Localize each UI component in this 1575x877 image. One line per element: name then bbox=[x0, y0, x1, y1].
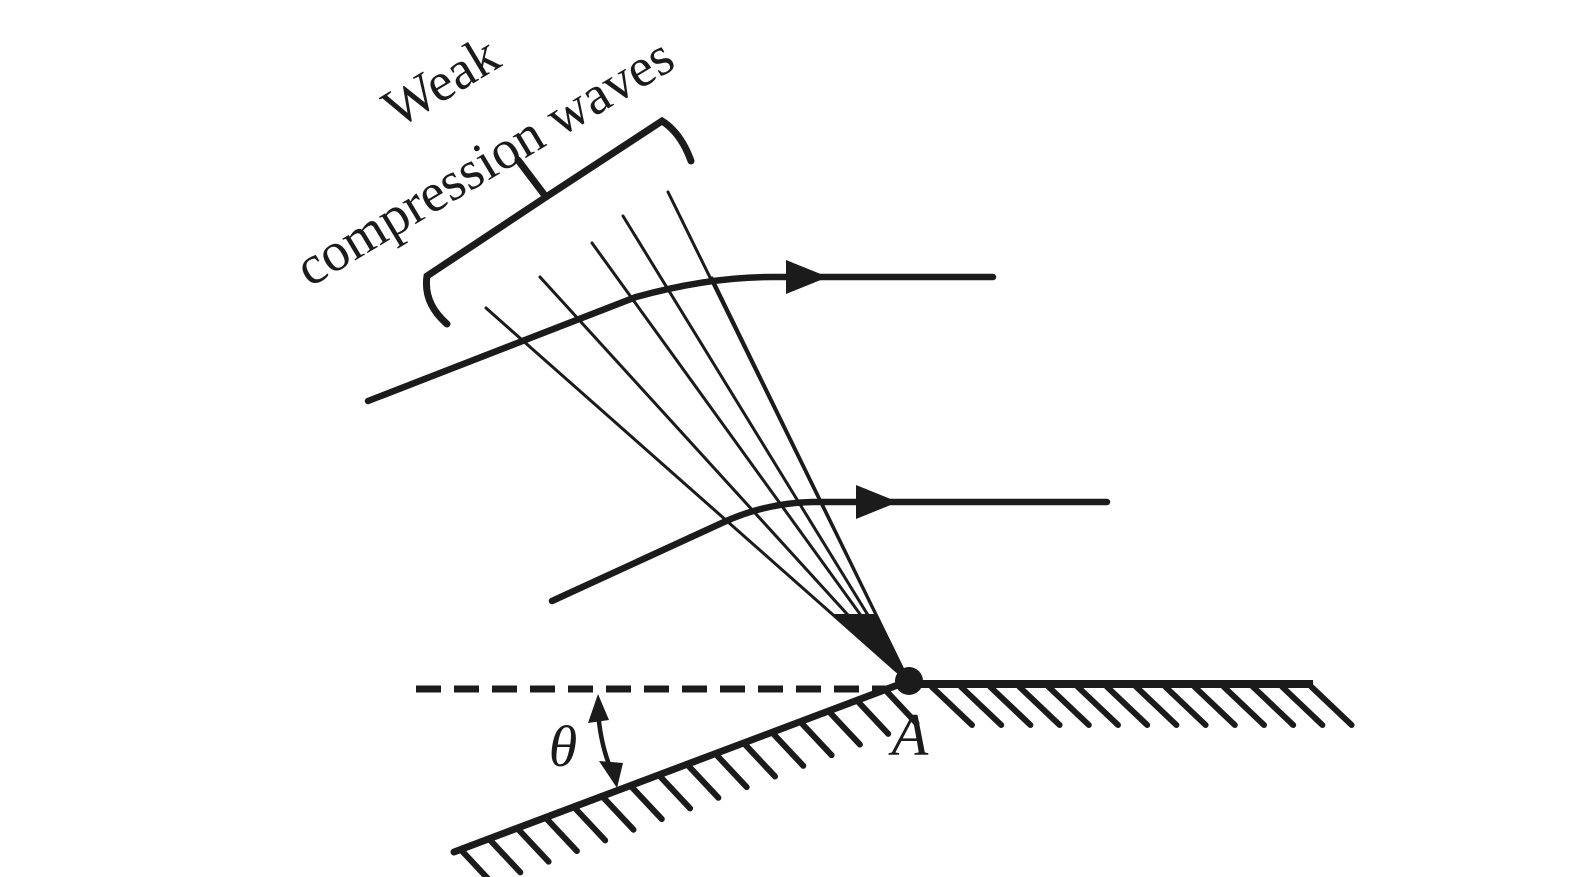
hatch-mark bbox=[883, 688, 920, 727]
hatch-mark bbox=[770, 730, 807, 769]
brace-middle-tick bbox=[514, 156, 550, 201]
hatch-mark bbox=[1104, 684, 1151, 728]
angle-arrowhead-up bbox=[588, 694, 609, 723]
hatch-mark bbox=[1162, 684, 1209, 728]
hatch-mark bbox=[742, 741, 778, 780]
lower-streamline bbox=[548, 485, 1111, 605]
hatch-mark bbox=[487, 837, 524, 876]
hatch-mark bbox=[958, 684, 1005, 728]
hatch-mark bbox=[929, 684, 975, 728]
compression-wave-line bbox=[621, 214, 911, 684]
angle-marker: θ bbox=[549, 694, 623, 788]
compression-wave-fan bbox=[484, 190, 911, 684]
hatch-mark bbox=[628, 784, 665, 823]
upper-streamline bbox=[364, 260, 997, 405]
hatch-mark bbox=[1191, 684, 1238, 728]
hatch-mark bbox=[1308, 684, 1355, 728]
wave-coalescence-wedge bbox=[832, 614, 909, 682]
hatch-mark bbox=[855, 698, 892, 737]
ramp-hatching bbox=[459, 688, 920, 877]
corner-point-dot bbox=[895, 667, 923, 695]
hatch-mark bbox=[1016, 684, 1063, 728]
hatch-mark bbox=[826, 709, 863, 748]
hatch-mark bbox=[1250, 684, 1297, 728]
corner-point-label: A bbox=[888, 702, 929, 768]
upper-streamline-arrowhead bbox=[786, 260, 828, 294]
hatch-mark bbox=[600, 794, 637, 833]
hatch-mark bbox=[543, 816, 580, 855]
hatch-mark bbox=[515, 826, 552, 865]
hatch-mark bbox=[685, 762, 722, 801]
hatch-mark bbox=[1045, 684, 1092, 728]
compression-wave-line bbox=[590, 241, 911, 684]
hatch-mark bbox=[798, 720, 835, 759]
horizontal-wall bbox=[899, 680, 1355, 728]
hatch-mark bbox=[572, 805, 609, 844]
hatch-mark bbox=[657, 773, 694, 812]
upper-streamline-path bbox=[364, 273, 997, 405]
hatch-mark bbox=[1279, 684, 1326, 728]
hatch-mark bbox=[1133, 684, 1180, 728]
ramp-surface bbox=[450, 679, 920, 877]
hatch-mark bbox=[713, 752, 750, 791]
horizontal-wall-hatching bbox=[929, 684, 1355, 728]
hatch-mark bbox=[459, 847, 491, 877]
angle-arrowhead-down bbox=[599, 761, 623, 788]
angle-theta-label: θ bbox=[549, 714, 578, 779]
corner-point: A bbox=[888, 667, 929, 768]
lower-streamline-arrowhead bbox=[856, 485, 898, 519]
hatch-mark bbox=[1221, 684, 1267, 728]
lower-streamline-path bbox=[548, 498, 1111, 605]
ramp-line bbox=[450, 679, 907, 856]
hatch-mark bbox=[1075, 684, 1121, 728]
brace-group bbox=[422, 116, 695, 328]
hatch-mark bbox=[987, 684, 1034, 728]
